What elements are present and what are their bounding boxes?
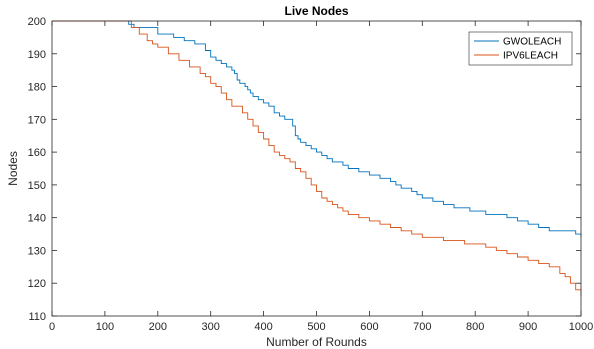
- y-tick-label: 110: [28, 311, 46, 323]
- y-tick-label: 120: [28, 278, 46, 290]
- y-tick-label: 190: [28, 49, 46, 61]
- y-axis-label: Nodes: [6, 151, 20, 186]
- plot-frame: [51, 20, 582, 317]
- x-axis-label: Number of Rounds: [266, 335, 367, 349]
- x-tick-label: 600: [360, 321, 378, 333]
- x-tick-label: 700: [413, 321, 431, 333]
- y-tick-label: 200: [28, 16, 46, 28]
- x-tick-label: 800: [466, 321, 484, 333]
- legend-label: GWOLEACH: [503, 37, 561, 48]
- legend-label: IPV6LEACH: [503, 51, 558, 62]
- legend-box: [468, 31, 573, 66]
- x-tick-label: 300: [202, 321, 220, 333]
- series-layer: [52, 20, 582, 297]
- y-tick-label: 150: [28, 180, 46, 192]
- x-tick-label: 400: [254, 321, 272, 333]
- x-tick-label: 200: [149, 321, 167, 333]
- y-tick-label: 140: [28, 213, 46, 225]
- x-tick-label: 100: [96, 321, 114, 333]
- chart-title: Live Nodes: [284, 4, 348, 18]
- y-tick-label: 180: [28, 82, 46, 94]
- plot-area: [52, 21, 581, 316]
- series-line-ipv6leach: [52, 20, 582, 297]
- x-tick-label: 500: [307, 321, 325, 333]
- y-tick-label: 130: [28, 245, 46, 257]
- legend: GWOLEACH IPV6LEACH: [468, 31, 573, 66]
- y-tick-label: 170: [28, 114, 46, 126]
- y-tick-label: 160: [28, 147, 46, 159]
- x-tick-label: 1000: [569, 321, 593, 333]
- series-line-gwoleach: [52, 20, 582, 238]
- tick-labels: 0 100 200 300 400 500 600 700 800 900 1000 110 120 13…: [28, 16, 594, 333]
- x-tick-label: 0: [49, 321, 55, 333]
- x-tick-label: 900: [519, 321, 537, 333]
